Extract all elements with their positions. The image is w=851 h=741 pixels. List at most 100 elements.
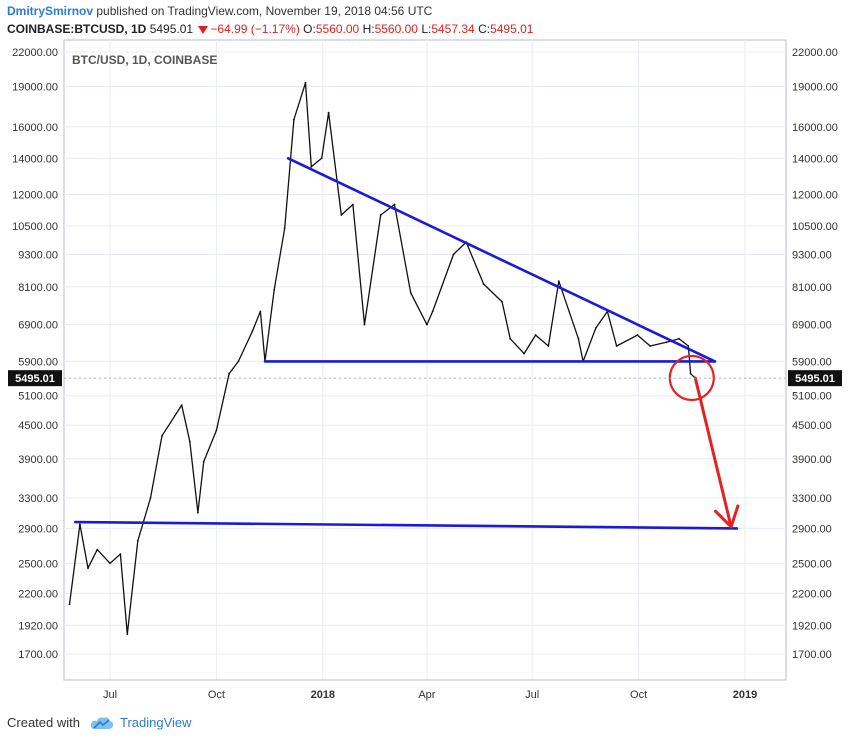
price-point <box>327 111 330 114</box>
y-tick-label-right: 1700.00 <box>792 649 832 661</box>
y-tick-label-left: 6900.00 <box>18 320 58 332</box>
y-tick-label-left: 2200.00 <box>18 588 58 600</box>
y-tick-label-right: 1920.00 <box>792 620 832 632</box>
annotation-arrow[interactable] <box>693 376 733 529</box>
price-point <box>577 337 580 340</box>
y-tick-label-right: 5900.00 <box>792 356 832 368</box>
price-point <box>215 429 218 432</box>
price-point <box>109 562 111 565</box>
annotation-arrow-head <box>714 504 740 529</box>
close-value: 5495.01 <box>490 22 534 36</box>
price-point <box>594 327 597 329</box>
x-tick-label: Oct <box>630 689 647 701</box>
y-tick-label-left: 9300.00 <box>18 249 58 261</box>
price-point <box>501 301 504 303</box>
price-point <box>87 567 89 569</box>
publish-info: DmitrySmirnov published on TradingView.c… <box>7 4 432 18</box>
x-tick-label: Jul <box>525 689 539 701</box>
y-tick-label-right: 10500.00 <box>792 221 838 233</box>
price-point <box>482 283 485 285</box>
price-point <box>363 323 366 326</box>
tradingview-brand-link[interactable]: TradingView <box>119 715 192 730</box>
y-tick-label-left: 5100.00 <box>18 391 58 403</box>
price-point <box>188 440 191 443</box>
price-point <box>509 337 512 340</box>
y-tick-label-left: 4500.00 <box>18 420 58 432</box>
price-point <box>136 540 139 542</box>
price-point <box>310 165 313 168</box>
x-tick-label: Apr <box>418 689 435 701</box>
published-text: published on TradingView.com, November 1… <box>96 4 433 18</box>
price-point <box>161 434 163 437</box>
high-label: H: <box>362 22 375 36</box>
open-label: O: <box>303 22 316 36</box>
x-tick-label: 2018 <box>311 689 335 701</box>
y-tick-label-right: 4500.00 <box>792 420 832 432</box>
plot-area[interactable] <box>63 39 787 681</box>
y-tick-label-left: 2900.00 <box>18 523 58 535</box>
x-tick-label: 2019 <box>733 689 757 701</box>
price-change: −64.99 (−1.17%) <box>210 22 300 36</box>
price-point <box>547 345 550 347</box>
price-point <box>665 341 668 344</box>
price-point <box>379 214 382 216</box>
price-point <box>79 523 81 526</box>
price-point <box>615 345 618 347</box>
trendline[interactable] <box>286 156 717 363</box>
trendline[interactable] <box>74 520 739 530</box>
low-value: 5457.34 <box>431 22 475 36</box>
y-tick-label-left: 16000.00 <box>12 122 58 134</box>
y-tick-label-left: 1920.00 <box>18 620 58 632</box>
y-tick-label-left: 5900.00 <box>18 356 58 368</box>
last-price-badge-right <box>788 370 842 387</box>
y-tick-label-left: 3300.00 <box>18 493 58 505</box>
low-label: L: <box>421 22 432 36</box>
footer: Created with TradingView <box>7 715 192 730</box>
price-point <box>293 118 295 121</box>
price-point <box>237 360 240 363</box>
price-point <box>228 372 231 375</box>
y-tick-label-left: 19000.00 <box>12 81 58 93</box>
price-point <box>534 334 537 336</box>
y-tick-label-right: 14000.00 <box>792 153 838 165</box>
tradingview-logo-icon <box>90 716 114 729</box>
price-point <box>409 291 412 294</box>
y-tick-label-left: 3900.00 <box>18 454 58 466</box>
y-tick-label-right: 12000.00 <box>792 190 838 202</box>
y-tick-label-left: 10500.00 <box>12 221 58 233</box>
price-point <box>273 288 276 291</box>
high-value: 5560.00 <box>374 22 418 36</box>
price-point <box>149 497 152 499</box>
price-point <box>431 310 434 313</box>
y-tick-label-right: 22000.00 <box>792 47 838 59</box>
price-point <box>68 603 71 606</box>
last-price-label-right: 5495.01 <box>795 373 835 385</box>
y-tick-label-left: 12000.00 <box>12 190 58 202</box>
y-tick-label-left: 22000.00 <box>12 47 58 59</box>
y-tick-label-right: 5100.00 <box>792 391 832 403</box>
price-point <box>557 280 560 283</box>
price-point <box>197 511 199 514</box>
created-with-label: Created with <box>7 715 80 730</box>
y-tick-label-right: 3900.00 <box>792 454 832 466</box>
author-link[interactable]: DmitrySmirnov <box>7 4 94 18</box>
price-point <box>678 337 680 340</box>
ohlc-line: COINBASE:BTCUSD, 1D 5495.01 −64.99 (−1.1… <box>7 22 533 36</box>
price-point <box>126 633 129 636</box>
price-point <box>649 345 652 347</box>
price-point <box>259 310 262 313</box>
last-price: 5495.01 <box>149 22 194 36</box>
close-label: C: <box>478 22 491 36</box>
price-line[interactable] <box>68 82 696 635</box>
price-point <box>202 460 205 463</box>
y-tick-label-right: 16000.00 <box>792 122 838 134</box>
y-tick-label-right: 3300.00 <box>792 493 832 505</box>
y-tick-label-right: 2900.00 <box>792 523 832 535</box>
price-point <box>180 404 183 407</box>
y-tick-label-right: 2200.00 <box>792 588 832 600</box>
price-point <box>689 372 692 375</box>
y-tick-label-left: 1700.00 <box>18 649 58 661</box>
x-tick-label: Oct <box>208 689 225 701</box>
price-point <box>636 334 639 336</box>
